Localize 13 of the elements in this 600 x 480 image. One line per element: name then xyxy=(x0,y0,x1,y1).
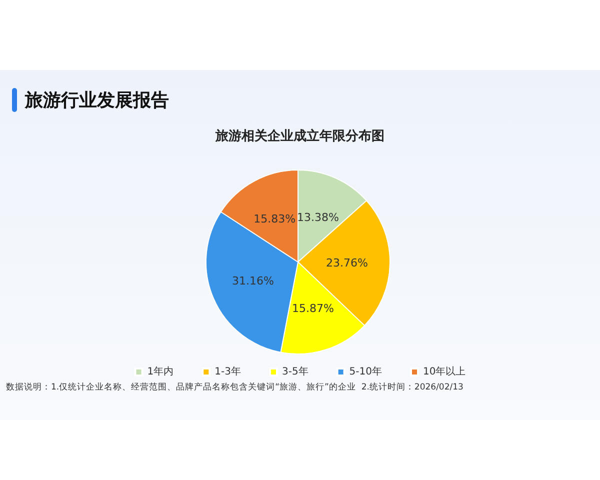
data-label: 15.83% xyxy=(254,212,296,226)
data-label: 23.76% xyxy=(326,256,368,270)
legend-label: 1-3年 xyxy=(214,366,241,378)
legend-label: 5-10年 xyxy=(349,366,382,378)
legend-label: 10年以上 xyxy=(423,366,466,378)
legend-label: 1年内 xyxy=(147,366,174,378)
text: 数据说明：1.仅统计企业名称、经营范围、品牌产品名称包含关键词“旅游、旅行”的企业 2.统计时间：2026/02/13 xyxy=(6,382,464,392)
data-label: 15.87% xyxy=(292,302,334,316)
data-label: 13.38% xyxy=(297,210,339,224)
legend-label: 3-5年 xyxy=(282,366,308,378)
chart-subtitle: 旅游相关企业成立年限分布图 xyxy=(214,128,384,144)
chart-title: 旅游行业发展报告 xyxy=(25,89,169,112)
data-label: 31.16% xyxy=(232,274,274,288)
